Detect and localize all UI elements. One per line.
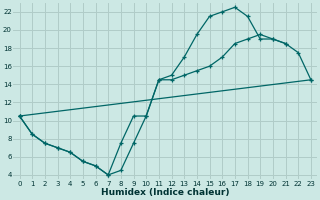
X-axis label: Humidex (Indice chaleur): Humidex (Indice chaleur) bbox=[101, 188, 229, 197]
